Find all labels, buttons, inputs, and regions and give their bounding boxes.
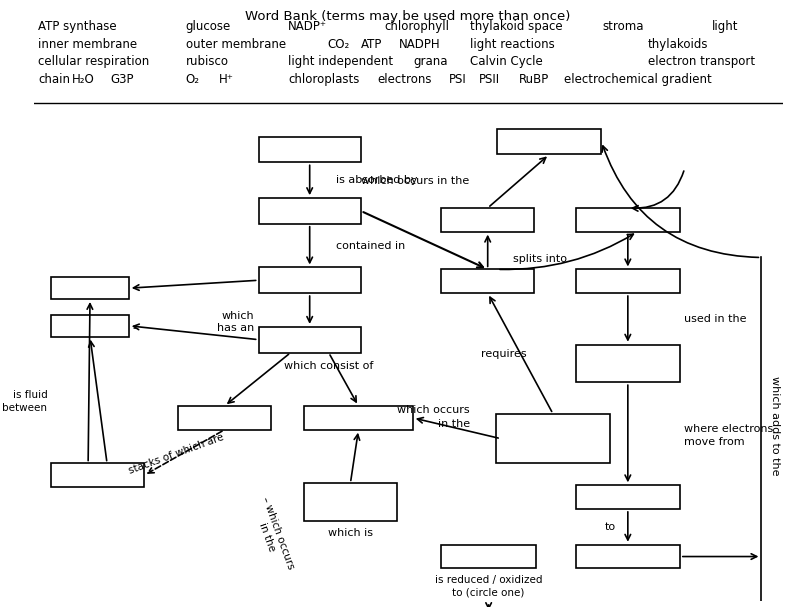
Text: outer membrane: outer membrane <box>186 38 286 50</box>
Text: chain: chain <box>38 73 70 86</box>
FancyBboxPatch shape <box>576 544 680 568</box>
Text: splits into: splits into <box>513 254 567 265</box>
FancyBboxPatch shape <box>51 315 129 337</box>
FancyBboxPatch shape <box>441 208 534 232</box>
Text: light independent: light independent <box>288 55 393 69</box>
Text: light reactions: light reactions <box>470 38 554 50</box>
FancyBboxPatch shape <box>51 464 144 487</box>
FancyBboxPatch shape <box>496 414 610 464</box>
FancyBboxPatch shape <box>259 198 361 224</box>
Text: stroma: stroma <box>602 20 644 33</box>
Text: -: - <box>133 323 137 333</box>
FancyBboxPatch shape <box>441 270 534 293</box>
Text: RuBP: RuBP <box>519 73 549 86</box>
Text: contained in: contained in <box>336 240 406 251</box>
FancyBboxPatch shape <box>576 485 680 509</box>
Text: NADP⁺: NADP⁺ <box>288 20 327 33</box>
Text: H₂O: H₂O <box>72 73 95 86</box>
Text: Calvin Cycle: Calvin Cycle <box>470 55 543 69</box>
Text: rubisco: rubisco <box>186 55 229 69</box>
FancyBboxPatch shape <box>576 208 680 232</box>
Text: light: light <box>712 20 739 33</box>
Text: is reduced / oxidized: is reduced / oxidized <box>435 575 543 585</box>
Text: G3P: G3P <box>110 73 134 86</box>
Text: in the: in the <box>437 419 470 429</box>
Text: used in the: used in the <box>683 314 746 324</box>
Text: glucose: glucose <box>186 20 231 33</box>
Text: which occurs: which occurs <box>397 405 470 415</box>
Text: to (circle one): to (circle one) <box>452 587 525 597</box>
Text: H⁺: H⁺ <box>219 73 233 86</box>
Text: which adds to the: which adds to the <box>770 376 780 475</box>
Text: thylakoid space: thylakoid space <box>470 20 562 33</box>
Text: electron transport: electron transport <box>648 55 755 69</box>
Text: cellular respiration: cellular respiration <box>38 55 149 69</box>
Text: ATP synthase: ATP synthase <box>38 20 116 33</box>
Text: inner membrane: inner membrane <box>38 38 137 50</box>
Text: ATP: ATP <box>361 38 382 50</box>
Text: which: which <box>221 311 254 321</box>
Text: PSI: PSI <box>448 73 467 86</box>
Text: is absorbed by: is absorbed by <box>336 175 418 185</box>
Text: to: to <box>605 522 616 532</box>
Text: which occurs in the: which occurs in the <box>361 176 469 186</box>
Text: is fluid: is fluid <box>13 390 47 400</box>
Text: move from: move from <box>683 436 744 447</box>
Text: stacks of which are: stacks of which are <box>127 432 225 475</box>
FancyBboxPatch shape <box>51 277 129 299</box>
Text: electrons: electrons <box>377 73 431 86</box>
FancyBboxPatch shape <box>576 270 680 293</box>
Text: requires: requires <box>481 348 527 359</box>
Text: electrochemical gradient: electrochemical gradient <box>565 73 712 86</box>
FancyBboxPatch shape <box>441 544 536 568</box>
Text: which is: which is <box>328 527 373 538</box>
Text: which consist of: which consist of <box>284 361 373 371</box>
FancyBboxPatch shape <box>498 129 601 155</box>
FancyBboxPatch shape <box>178 406 271 430</box>
FancyBboxPatch shape <box>304 406 413 430</box>
FancyBboxPatch shape <box>304 483 397 521</box>
FancyBboxPatch shape <box>259 327 361 353</box>
FancyBboxPatch shape <box>576 345 680 382</box>
Text: chlorophyll: chlorophyll <box>384 20 449 33</box>
Text: CO₂: CO₂ <box>327 38 350 50</box>
Text: chloroplasts: chloroplasts <box>288 73 359 86</box>
Text: has an: has an <box>217 323 254 333</box>
Text: PSII: PSII <box>479 73 500 86</box>
FancyBboxPatch shape <box>259 267 361 293</box>
Text: – which occurs
in the: – which occurs in the <box>249 495 296 574</box>
Text: thylakoids: thylakoids <box>648 38 708 50</box>
Text: NADPH: NADPH <box>399 38 441 50</box>
Text: O₂: O₂ <box>186 73 199 86</box>
Text: where electrons: where electrons <box>683 424 773 434</box>
Text: between: between <box>2 403 47 413</box>
FancyBboxPatch shape <box>259 137 361 163</box>
Text: grana: grana <box>413 55 448 69</box>
Text: Word Bank (terms may be used more than once): Word Bank (terms may be used more than o… <box>245 10 571 23</box>
